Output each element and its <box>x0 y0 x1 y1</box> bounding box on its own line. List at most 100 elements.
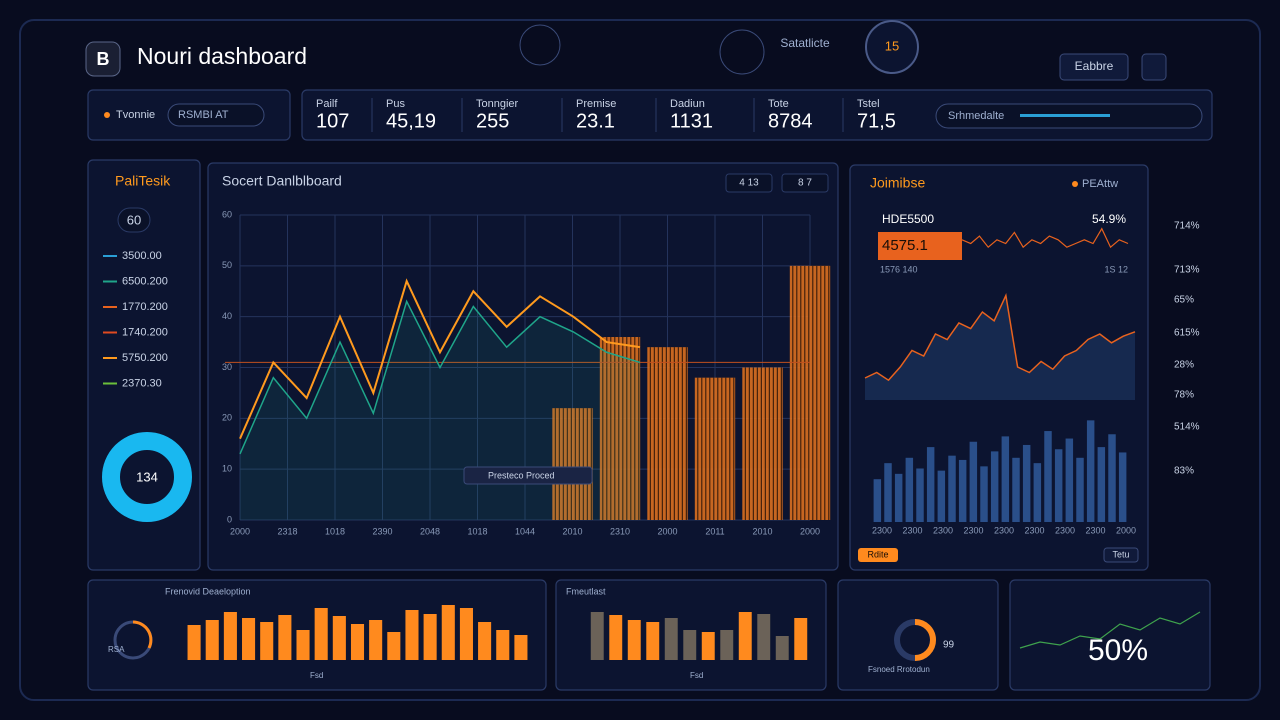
right-axis-label: 83% <box>1174 466 1194 477</box>
x-tick-label: 2390 <box>372 526 392 536</box>
dot <box>1072 181 1078 187</box>
bar <box>873 479 882 522</box>
right-axis-label: 514% <box>1174 422 1200 433</box>
tooltip <box>463 466 593 485</box>
bar <box>514 635 528 660</box>
x-tick-label: 2300 <box>872 525 892 535</box>
x-tick-label: 2310 <box>610 526 630 536</box>
bar <box>1001 436 1010 522</box>
stat-value: 107 <box>316 110 349 132</box>
area <box>240 301 640 520</box>
x-tick-label: 2010 <box>752 526 772 536</box>
bar <box>1118 452 1127 522</box>
x-tick-label: 2300 <box>1085 525 1105 535</box>
chart-button-label[interactable]: 8 7 <box>798 178 812 189</box>
bar <box>423 614 437 660</box>
search-bar <box>1020 114 1110 117</box>
bar <box>1076 457 1084 522</box>
x-tick-label: 2300 <box>1055 525 1075 535</box>
select[interactable] <box>167 103 265 127</box>
bar <box>916 468 924 522</box>
bar <box>948 455 956 522</box>
bar <box>223 612 237 660</box>
x-tick-label: 2300 <box>902 525 922 535</box>
right-button[interactable] <box>858 548 898 562</box>
header-button[interactable] <box>1059 53 1129 81</box>
donut <box>102 432 192 522</box>
bar <box>1097 447 1106 522</box>
select-label[interactable]: RSMBI AT <box>178 109 229 121</box>
bar <box>1044 431 1052 522</box>
bar <box>894 473 903 522</box>
x-tick-label: 2000 <box>230 526 250 536</box>
highlight-box <box>878 232 962 260</box>
bar <box>738 612 752 660</box>
bar <box>496 630 510 660</box>
right-button-2-label[interactable]: Tetu <box>1112 549 1129 559</box>
header-button-label[interactable]: Eabbre <box>1075 59 1114 73</box>
dot <box>104 112 110 118</box>
x-tick-label: 1044 <box>515 526 535 536</box>
chart-button[interactable] <box>725 173 773 193</box>
center-label: Satatlicte <box>780 36 830 50</box>
dial <box>519 24 561 66</box>
bottom-title-1: Frenovid Deaeloption <box>165 586 251 596</box>
bar <box>590 612 604 660</box>
right-button-2[interactable] <box>1103 547 1139 563</box>
bar <box>1033 463 1042 522</box>
x-tick-label: 2300 <box>994 525 1014 535</box>
bottom-footer-1: Fsd <box>310 671 323 680</box>
bar <box>260 622 274 660</box>
search-label[interactable]: Srhmedalte <box>948 110 1004 122</box>
bar <box>720 630 734 660</box>
stat-label: Tote <box>768 98 789 110</box>
chart-button[interactable] <box>781 173 829 193</box>
bar <box>694 377 736 520</box>
bottom-label-3: Fsnoed Rrotodun <box>868 665 930 674</box>
stat-value: 71,5 <box>857 110 896 132</box>
line <box>1019 611 1201 649</box>
legend-label: 1740.200 <box>122 326 168 338</box>
bar <box>350 624 365 660</box>
legend-label: 1770.200 <box>122 301 168 313</box>
bar <box>937 470 946 522</box>
bar <box>789 265 831 520</box>
bottom-value-4: 50% <box>1088 634 1148 667</box>
area <box>865 295 1135 400</box>
bar <box>757 614 771 660</box>
donut-value: 134 <box>136 469 158 484</box>
right-axis-label: 28% <box>1174 360 1194 371</box>
bar <box>969 441 978 522</box>
stat-label: Premise <box>576 98 616 110</box>
x-tick-label: 2300 <box>963 525 983 535</box>
chart-button-label[interactable]: 4 13 <box>739 178 759 189</box>
legend-label: 6500.200 <box>122 275 168 287</box>
x-tick-label: 2011 <box>705 526 724 536</box>
bar <box>205 620 219 660</box>
bar <box>405 610 419 660</box>
bottom-value-3: 99 <box>943 640 955 651</box>
right-axis-label: 78% <box>1174 390 1194 401</box>
logo-box <box>85 41 121 77</box>
x-tick-label: 1018 <box>325 526 345 536</box>
bottom-panel-4 <box>1009 579 1211 691</box>
right-title: Joimibse <box>870 175 925 191</box>
bar <box>990 451 999 522</box>
right-axis-label: 713% <box>1174 265 1200 276</box>
logo: B <box>97 49 110 69</box>
stat-label: Dadiun <box>670 98 705 110</box>
right-axis-label: 65% <box>1174 295 1194 306</box>
y-tick-label: 60 <box>222 209 232 219</box>
x-tick-label: 2000 <box>657 526 677 536</box>
bar <box>278 615 292 660</box>
bar <box>332 616 346 660</box>
right-button-label[interactable]: Rdite <box>867 549 888 559</box>
bar <box>646 622 660 660</box>
bottom-footer-2: Fsd <box>690 671 703 680</box>
sub-right: 1S 12 <box>1104 264 1128 274</box>
bar <box>1065 438 1074 522</box>
bar <box>905 457 914 522</box>
y-tick-label: 0 <box>227 514 232 524</box>
header-icon[interactable] <box>1141 53 1167 81</box>
